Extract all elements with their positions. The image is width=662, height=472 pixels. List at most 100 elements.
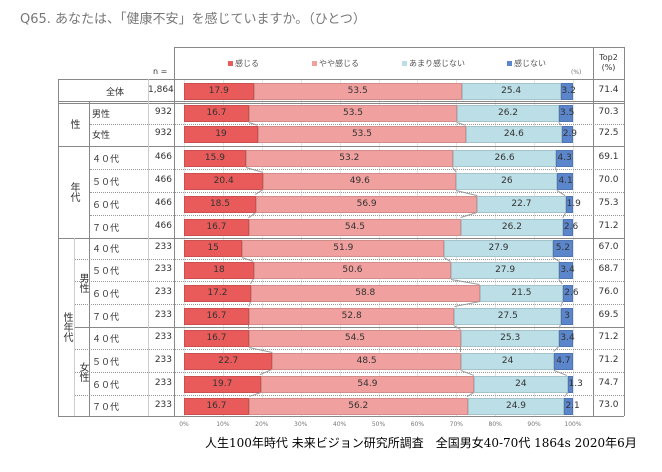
row-label: 女性: [92, 131, 111, 141]
bar-segment: 54.5: [248, 330, 461, 347]
bar-segment: 56.9: [255, 196, 478, 213]
row-n: 466: [154, 198, 172, 208]
bar-segment: 53.5: [248, 105, 458, 122]
connector-line: [247, 325, 249, 329]
row-top2: 71.2: [598, 355, 619, 365]
row-label: ５０代: [92, 267, 120, 277]
header-bottom-line: [58, 79, 624, 80]
frame-right-line: [624, 47, 625, 416]
row-n: 233: [154, 332, 172, 342]
n-header: n =: [153, 67, 168, 76]
bar-segment: 17.2: [184, 285, 251, 302]
row-label: ７０代: [92, 313, 120, 323]
subgroup-label-male: 男性: [77, 272, 88, 293]
row-label: ７０代: [92, 403, 120, 413]
unit-label: (%): [571, 69, 582, 76]
bar-segment: 16.7: [184, 308, 249, 325]
row-top2: 76.0: [598, 287, 619, 297]
legend-label: 感じる: [235, 59, 259, 68]
row-label: ５０代: [92, 358, 120, 368]
bar-segment: 27.5: [454, 308, 562, 325]
bar-segment: 26.2: [460, 219, 563, 236]
bar-segment: 3.5: [558, 105, 574, 122]
bar-segment: 26.2: [457, 105, 559, 122]
bar-segment: 56.2: [248, 398, 468, 415]
axis-tick-label: 40%: [332, 421, 347, 428]
row-n: 932: [154, 107, 172, 117]
row-n: 466: [154, 221, 172, 231]
row-top2: 69.1: [598, 152, 619, 162]
bar-segment: 18: [184, 262, 255, 279]
legend-label: やや感じる: [319, 59, 359, 68]
group-label-gender: 性: [68, 119, 79, 129]
bar-segment: 24.9: [467, 398, 565, 415]
frame-left-line: [58, 79, 59, 416]
bar-segment: 19.7: [184, 376, 261, 393]
bar-segment: 58.8: [250, 285, 480, 302]
legend-item: 感じない: [507, 58, 546, 69]
gender-col-line: [74, 238, 75, 416]
bar-segment: 17.9: [184, 83, 254, 100]
bar-segment: 2.1: [564, 398, 580, 415]
row-n: 233: [154, 264, 172, 274]
axis-tick-label: 100%: [564, 421, 582, 428]
axis-tick-label: 90%: [527, 421, 541, 428]
row-top2: 74.7: [598, 378, 619, 388]
axis-tick-label: 80%: [488, 421, 502, 428]
bar-segment: 4.7: [554, 353, 573, 370]
row-label: ５０代: [92, 178, 120, 188]
bar-segment: 4.3: [556, 150, 573, 167]
bar-segment: 27.9: [450, 262, 560, 279]
row-n: 1,864: [148, 85, 174, 95]
row-separator: [75, 395, 624, 396]
row-top2: 71.2: [598, 221, 619, 231]
row-n: 233: [154, 242, 172, 252]
bar-segment: 25.3: [460, 330, 560, 347]
row-top2: 69.5: [598, 310, 619, 320]
top2-col-line: [593, 47, 594, 416]
bar-segment: 3: [561, 308, 573, 325]
row-n: 466: [154, 152, 172, 162]
subgroup-line: [74, 327, 624, 328]
source-footer: 人生100年時代 未来ビジョン研究所調査 全国男女40-70代 1864s 20…: [205, 436, 637, 450]
row-top2: 72.5: [598, 128, 619, 138]
row-separator: [90, 215, 624, 216]
total-double-line: [58, 101, 624, 104]
row-top2: 75.3: [598, 198, 619, 208]
legend-swatch: [402, 61, 407, 66]
row-separator: [75, 349, 624, 350]
bar-segment: 1.3: [567, 376, 583, 393]
row-separator: [90, 124, 624, 125]
legend-swatch: [228, 61, 233, 66]
row-label: ７０代: [92, 224, 120, 234]
row-n: 233: [154, 355, 172, 365]
bar-segment: 54.5: [248, 219, 461, 236]
row-top2: 70.3: [598, 107, 619, 117]
subgroup-label-female: 女性: [77, 361, 88, 382]
row-separator: [75, 259, 624, 260]
bar-segment: 16.7: [184, 219, 249, 236]
bar-segment: 16.7: [184, 398, 249, 415]
bar-segment: 53.5: [257, 126, 467, 143]
bar-segment: 24.6: [466, 126, 562, 143]
legend-item: やや感じる: [312, 58, 359, 69]
row-n: 233: [154, 310, 172, 320]
bar-segment: 27.9: [444, 240, 553, 257]
row-separator: [90, 169, 624, 170]
axis-tick-label: 20%: [255, 421, 269, 428]
bar-segment: 1.9: [565, 196, 581, 213]
bar-segment: 19: [184, 126, 258, 143]
bar-segment: 26: [456, 173, 558, 190]
row-separator: [75, 281, 624, 282]
bar-segment: 20.4: [184, 173, 264, 190]
n-col-line: [174, 47, 175, 416]
bar-segment: 2.6: [563, 285, 579, 302]
top2-header: Top2 (%): [599, 53, 618, 72]
row-label: ６０代: [92, 290, 120, 300]
bar-segment: 2.9: [561, 126, 577, 143]
connector-line: [459, 347, 461, 352]
axis-tick-label: 60%: [410, 421, 425, 428]
row-top2: 71.2: [598, 332, 619, 342]
bar-segment: 48.5: [272, 353, 461, 370]
